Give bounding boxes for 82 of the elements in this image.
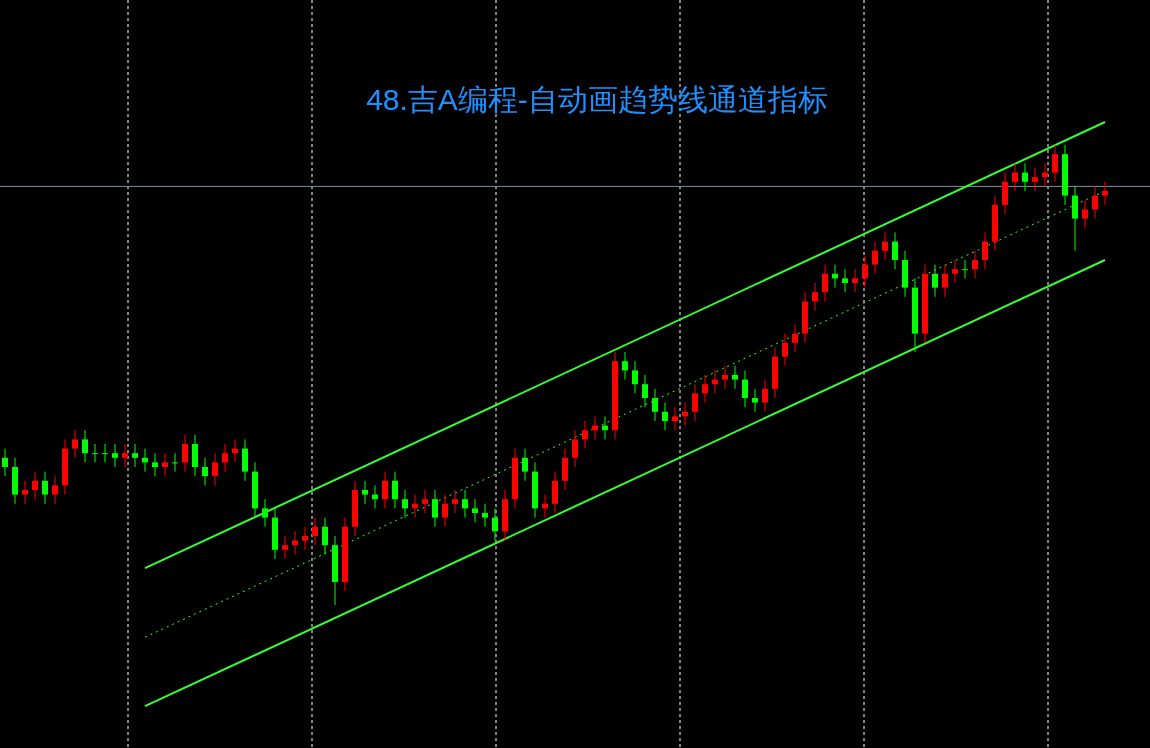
candlestick <box>672 406 678 431</box>
candlestick <box>1072 185 1078 252</box>
candlestick <box>362 480 368 505</box>
candlestick <box>392 471 398 509</box>
candlestick <box>132 443 138 468</box>
candlestick <box>1032 167 1038 192</box>
candlestick <box>242 438 248 482</box>
candlestick <box>472 498 478 523</box>
candlestick <box>1092 185 1098 220</box>
candlestick <box>122 443 128 468</box>
candlestick <box>462 489 468 519</box>
candlestick <box>482 503 488 528</box>
candlestick <box>812 282 818 312</box>
candlestick <box>282 535 288 560</box>
candlestick <box>22 480 28 505</box>
candlestick <box>572 429 578 468</box>
candlestick <box>172 452 178 473</box>
candlestick <box>722 365 728 390</box>
candlestick <box>652 388 658 422</box>
candlestick <box>552 471 558 514</box>
candlestick <box>962 259 968 279</box>
candlestick <box>762 379 768 413</box>
candlestick <box>162 452 168 477</box>
candlestick <box>82 429 88 463</box>
candlestick <box>312 517 318 546</box>
candlestick <box>872 241 878 275</box>
candlestick <box>112 443 118 468</box>
candlestick <box>752 388 758 413</box>
candlestick <box>1012 162 1018 192</box>
candlestick <box>942 264 948 298</box>
candlestick <box>322 517 328 555</box>
candlestick <box>52 475 58 505</box>
candlestick <box>932 264 938 298</box>
candlestick <box>892 231 898 270</box>
candlestick <box>642 374 648 408</box>
candlestick <box>32 471 38 500</box>
candlestick <box>202 457 208 486</box>
candlestick <box>382 471 388 509</box>
candlestick <box>422 489 428 514</box>
candlestick <box>2 448 8 477</box>
candlestick <box>792 323 798 353</box>
candlestick <box>662 402 668 431</box>
candlestick <box>222 443 228 473</box>
candlestick <box>562 448 568 491</box>
candlestick <box>402 489 408 519</box>
candlestick <box>442 494 448 528</box>
candlestick <box>702 374 708 404</box>
candlestick <box>582 420 588 450</box>
chart-title: 48.吉A编程-自动画趋势线通道指标 <box>366 83 828 116</box>
candlestick <box>182 434 188 473</box>
candlestick <box>632 360 638 394</box>
candlestick <box>1022 162 1028 192</box>
candlestick <box>42 471 48 505</box>
candlestick <box>212 452 218 486</box>
candlestick <box>842 268 848 293</box>
candlestick <box>972 250 978 279</box>
candlestick <box>852 268 858 293</box>
candlestick <box>152 452 158 477</box>
candlestick <box>1102 181 1108 206</box>
candlestick <box>1082 199 1088 229</box>
candlestick <box>192 434 198 477</box>
candlestick <box>782 333 788 367</box>
candlestick <box>432 489 438 528</box>
candlestick <box>92 443 98 463</box>
candlestick <box>492 507 498 542</box>
candlestick <box>862 254 868 289</box>
candlestick <box>822 264 828 302</box>
candlestick <box>952 259 958 284</box>
candlestick <box>882 231 888 261</box>
candlestick <box>1052 144 1058 183</box>
candlestick <box>72 429 78 459</box>
candlestick <box>522 448 528 482</box>
candlestick <box>262 498 268 528</box>
candlestick <box>452 489 458 514</box>
candlestick <box>742 369 748 408</box>
candlestick <box>692 383 698 422</box>
candlestick <box>732 365 738 390</box>
candlestick <box>1002 172 1008 215</box>
candlestick <box>102 443 108 463</box>
candlestick <box>302 526 308 551</box>
candlestick <box>982 231 988 270</box>
candlestick <box>622 351 628 381</box>
